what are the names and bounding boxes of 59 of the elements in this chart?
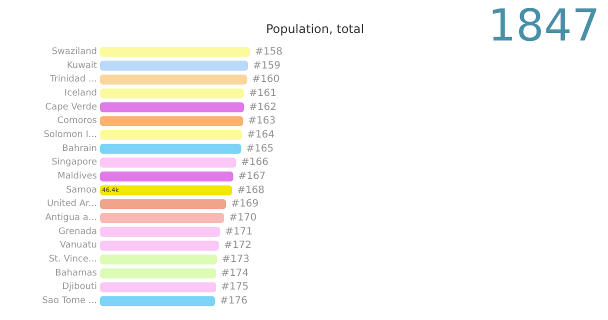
y-tick-label: Grenada	[58, 226, 97, 237]
bar	[100, 172, 234, 182]
annotation: #173	[222, 254, 250, 266]
annotation: #169	[231, 198, 259, 210]
annotation: #162	[249, 102, 276, 113]
text: Population, total	[266, 22, 364, 36]
y-tick-label: Kuwait	[66, 60, 98, 71]
bar	[100, 185, 232, 196]
y-tick-label: Solomon I...	[44, 130, 97, 140]
annotation: #161	[249, 88, 276, 99]
bar	[100, 226, 220, 237]
text: #159	[253, 60, 280, 72]
bar	[100, 158, 236, 168]
annotation: #164	[247, 129, 274, 140]
bar	[100, 116, 244, 126]
y-tick-label: Trinidad ...	[49, 74, 97, 85]
annotation: #171	[225, 226, 253, 238]
y-tick-label: Djibouti	[62, 282, 97, 292]
annotation: #167	[238, 171, 266, 182]
annotation: #166	[241, 157, 269, 168]
bar	[100, 46, 250, 57]
annotation: #172	[224, 240, 252, 252]
annotation: #176	[220, 296, 248, 307]
text: #158	[255, 46, 282, 58]
y-tick-label: Comoros	[57, 116, 98, 126]
bar	[100, 130, 242, 140]
y-tick-label: Maldives	[57, 172, 98, 182]
bar	[100, 213, 224, 224]
y-tick-label: Antigua a...	[45, 213, 97, 224]
y-tick-label: St. Vince...	[48, 254, 97, 265]
annotation: #170	[229, 212, 257, 224]
bar	[100, 282, 216, 292]
bar	[100, 240, 219, 251]
y-tick-label: Bahamas	[55, 268, 98, 278]
bar	[100, 88, 244, 98]
y-tick-label: United Ar...	[46, 199, 97, 210]
y-tick-label: Cape Verde	[45, 102, 98, 112]
text: 1847	[488, 0, 600, 52]
annotation: #163	[248, 116, 276, 127]
y-tick-label: Iceland	[64, 88, 97, 98]
bar	[100, 296, 215, 306]
bar	[100, 102, 244, 112]
bar	[100, 199, 226, 210]
y-tick-label: Samoa	[66, 185, 97, 196]
bar	[100, 74, 248, 85]
bar	[100, 268, 216, 278]
annotation: #165	[246, 143, 274, 154]
y-tick-label: Vanuatu	[60, 240, 97, 251]
y-tick-label: Swaziland	[52, 46, 97, 57]
y-tick-label: Singapore	[52, 158, 98, 168]
annotation: #174	[221, 268, 249, 279]
annotation: #168	[237, 184, 265, 196]
bar	[100, 60, 248, 71]
annotation: #175	[221, 282, 249, 293]
y-tick-label: Bahrain	[62, 144, 97, 154]
bar	[100, 144, 242, 154]
text: #160	[252, 74, 280, 86]
bar	[100, 254, 217, 265]
y-tick-label: Sao Tome ...	[42, 296, 97, 306]
